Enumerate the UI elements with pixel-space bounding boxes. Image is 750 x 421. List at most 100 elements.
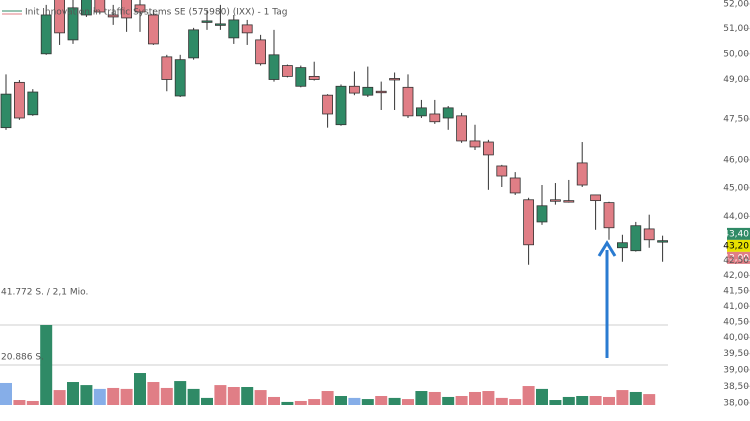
volume-bar	[428, 391, 441, 405]
y-tick-label: 49,00	[723, 75, 749, 85]
candle-body	[54, 0, 65, 34]
candle-body	[147, 14, 159, 45]
volume-bar	[294, 400, 307, 405]
volume-bar	[241, 386, 254, 405]
y-tick-label: 41,50	[723, 286, 749, 296]
candle-body	[482, 141, 494, 156]
candle-body	[362, 86, 374, 96]
candle-body	[81, 0, 92, 16]
candle-body	[161, 56, 173, 80]
volume-bar	[603, 396, 615, 405]
volume-bar	[442, 396, 455, 405]
arrow	[597, 240, 617, 358]
volume-tick-label: 20.886 S.	[1, 353, 44, 363]
y-tick-label: 42,50	[723, 256, 749, 266]
candle-body	[322, 94, 334, 115]
candle-body	[550, 199, 561, 202]
volume-bar	[469, 391, 481, 405]
volume-bar	[187, 388, 200, 405]
volume-bar	[160, 387, 173, 405]
volume-bar	[522, 386, 535, 405]
volume-bar	[361, 399, 374, 405]
y-tick-label: 44,00	[723, 212, 749, 222]
y-tick-label: 41,00	[723, 302, 749, 312]
candle-body	[523, 199, 534, 246]
volume-bar	[388, 397, 401, 405]
price-tag	[727, 239, 750, 252]
volume-bar	[53, 390, 66, 405]
volume-bar	[107, 387, 120, 405]
candle-body	[0, 93, 12, 129]
candle-body	[268, 54, 280, 80]
volume-bar	[214, 385, 227, 405]
price-tag-label: 43,40	[723, 229, 749, 239]
volume-bar	[26, 400, 39, 405]
volume-bar	[495, 397, 508, 405]
volume-bar	[643, 394, 656, 405]
y-tick-label: 46,00	[723, 155, 749, 165]
candle-body	[134, 4, 146, 13]
y-tick-label: 40,00	[723, 333, 749, 343]
candle-body	[40, 14, 52, 55]
volume-bar	[254, 390, 267, 405]
candle-body	[509, 177, 521, 194]
legend-icon	[2, 10, 22, 15]
candle-body	[590, 194, 601, 202]
price-tag-label: 43,20	[723, 241, 749, 251]
price-tag	[727, 227, 750, 240]
volume-bar	[629, 391, 642, 405]
volume-bar	[120, 388, 133, 405]
candle-body	[469, 140, 481, 148]
candle-body	[121, 0, 132, 19]
candle-body	[375, 90, 387, 94]
candle-body	[241, 24, 253, 34]
candle-body	[429, 113, 441, 123]
y-tick-label: 38,50	[723, 382, 749, 392]
candle-body	[228, 19, 240, 39]
y-tick-label: 39,50	[723, 349, 749, 359]
y-tick-label: 47,50	[723, 115, 749, 125]
volume-bar	[80, 385, 93, 405]
volume-bar	[268, 396, 280, 405]
volume-bar	[549, 400, 562, 405]
y-tick-label: 40,50	[723, 317, 749, 327]
volume-bar	[482, 391, 495, 405]
candle-body	[107, 14, 119, 18]
candle-body	[563, 200, 575, 203]
candle-body	[335, 85, 347, 126]
volume-bar	[321, 391, 334, 405]
volume-bar	[589, 395, 602, 405]
volume-bar	[93, 388, 106, 405]
volume-bar	[134, 373, 146, 405]
candle-body	[13, 81, 25, 119]
plot	[0, 0, 668, 405]
volume-bar	[174, 381, 187, 405]
candle-body	[295, 67, 307, 87]
volume-bar	[0, 382, 12, 405]
price-tag-label: 43,00	[723, 253, 749, 263]
y-tick-label: 50,00	[723, 49, 749, 59]
candle-body	[281, 65, 293, 77]
y-tick-label: 39,00	[723, 365, 749, 375]
candle-body	[630, 225, 642, 252]
volume-bar	[375, 395, 388, 405]
candle-body	[389, 78, 401, 81]
volume-bar	[348, 397, 361, 405]
volume-bar	[308, 399, 321, 405]
candle-body	[603, 202, 615, 229]
candle-body	[308, 75, 320, 80]
volume-bar	[576, 395, 589, 405]
price-tag	[727, 251, 750, 264]
y-tick-label: 38,00	[723, 398, 749, 408]
y-tick-label: 52,00	[723, 0, 749, 9]
candle-body	[255, 39, 267, 65]
price-tags: 43,40 43,20 43,00	[723, 227, 750, 264]
candle-body	[214, 23, 226, 26]
volume-bar	[40, 325, 53, 405]
y-tick-label: 51,00	[723, 24, 749, 34]
candle-body	[348, 85, 360, 94]
volume-bar	[402, 399, 414, 405]
candle-body	[442, 107, 454, 119]
candle-body	[402, 86, 414, 117]
